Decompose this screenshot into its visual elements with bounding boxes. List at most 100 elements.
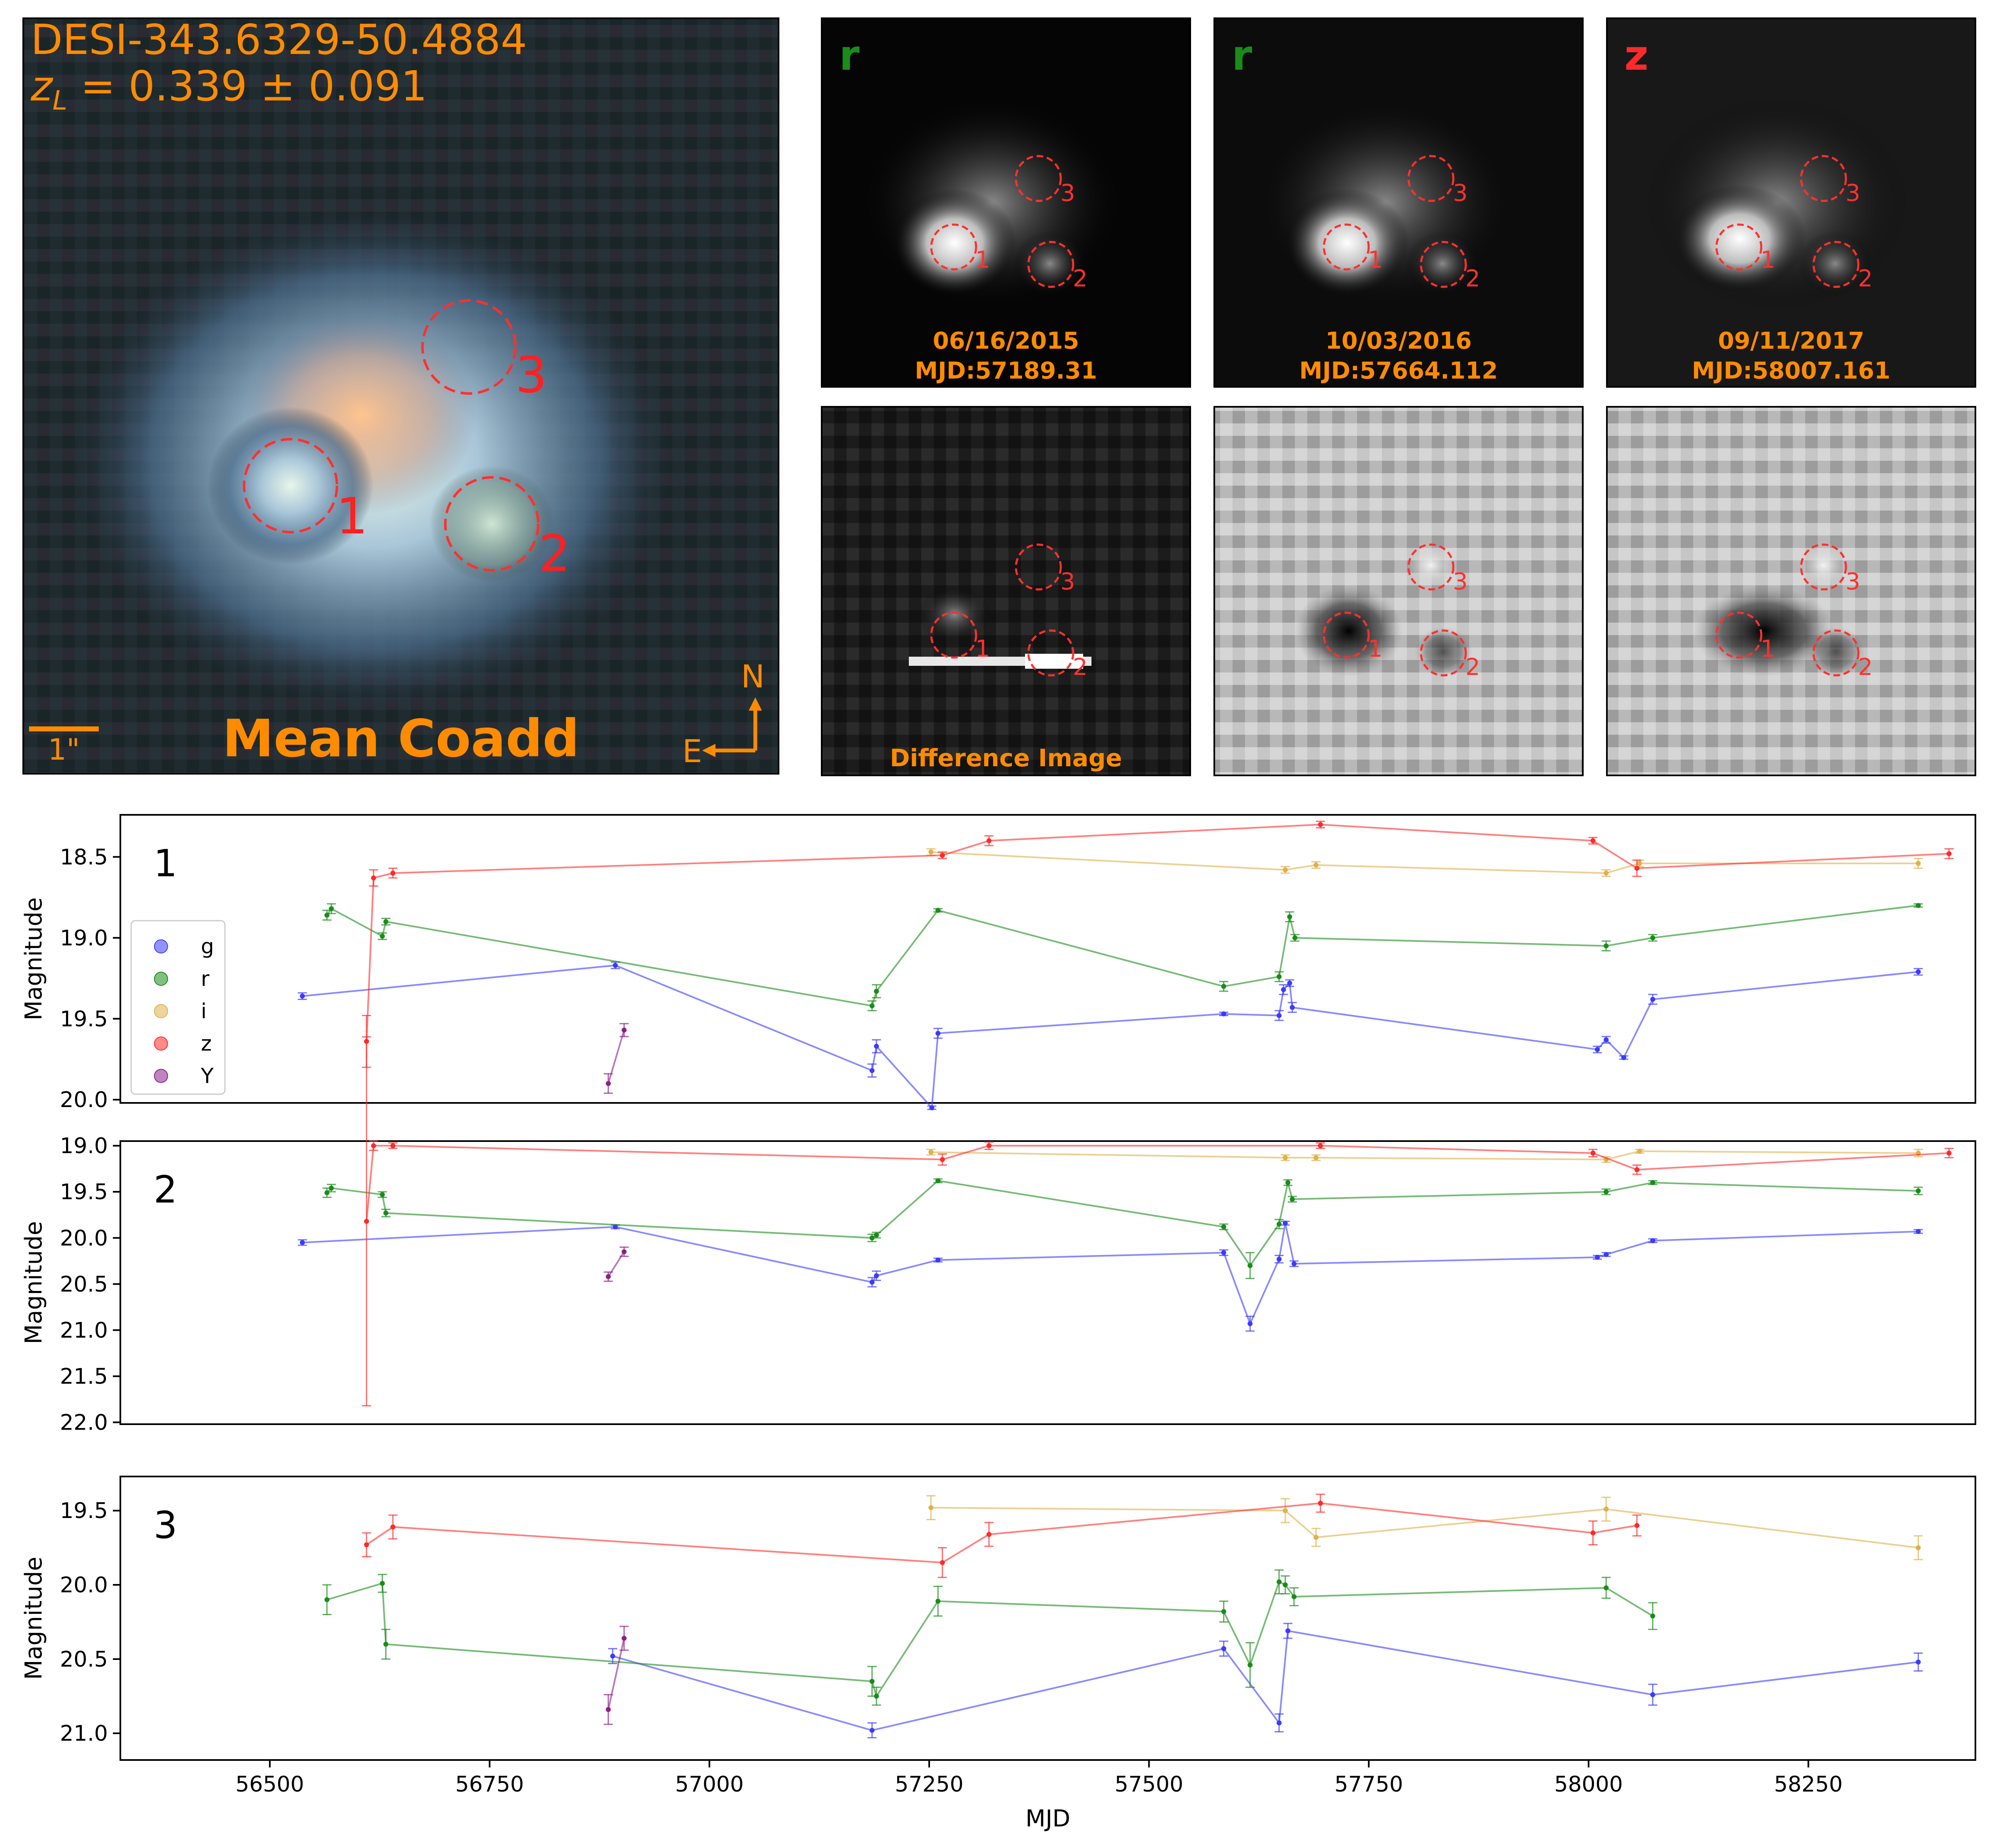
svg-text:2: 2 <box>1073 265 1088 292</box>
data-point-g <box>869 1068 875 1073</box>
data-point-i <box>1313 862 1319 868</box>
data-point-g <box>1650 1238 1655 1243</box>
svg-text:3: 3 <box>1060 180 1075 207</box>
image-2-label: 2 <box>539 525 570 583</box>
y-tick-label: 20.0 <box>60 1226 108 1251</box>
data-point-r <box>1277 1579 1282 1584</box>
x-tick-label: 57750 <box>1335 1772 1403 1797</box>
data-point-g <box>874 1273 879 1278</box>
data-point-z <box>1946 1150 1952 1156</box>
series-line-i <box>931 851 1919 874</box>
y-tick-label: 20.5 <box>60 1272 108 1297</box>
data-point-g <box>1285 1628 1291 1633</box>
series-line-Y <box>607 1030 625 1084</box>
data-point-Y <box>621 1249 627 1254</box>
data-point-r <box>1247 1263 1253 1268</box>
y-axis-label: Magnitude <box>20 1221 47 1344</box>
legend-marker-Y <box>154 1069 168 1083</box>
data-point-z <box>940 1157 945 1162</box>
data-point-Y <box>605 1081 611 1086</box>
data-point-r <box>1916 903 1921 908</box>
data-point-z <box>390 1143 395 1149</box>
y-axis-label: Magnitude <box>20 1557 47 1680</box>
series-g <box>608 1623 1923 1738</box>
series-z <box>362 1494 1642 1578</box>
data-point-g <box>1221 1250 1226 1255</box>
data-point-i <box>1604 1506 1609 1512</box>
epoch-1-difference: 1 2 3 Difference Image <box>821 406 1191 776</box>
data-point-i <box>928 1149 934 1155</box>
data-point-g <box>1287 980 1292 986</box>
data-point-r <box>329 906 334 912</box>
data-point-g <box>610 1653 615 1659</box>
svg-text:2: 2 <box>1858 265 1873 292</box>
data-point-z <box>364 1542 369 1547</box>
image-2-circle <box>444 476 540 572</box>
data-point-g <box>1277 1256 1282 1262</box>
coadd-title: DESI-343.6329-50.4884 <box>31 15 527 64</box>
coadd-redshift: zL = 0.339 ± 0.091 <box>30 62 427 116</box>
data-point-g <box>1221 1011 1226 1017</box>
data-point-g <box>613 963 618 968</box>
data-point-g <box>1291 1261 1297 1266</box>
data-point-z <box>1590 1530 1596 1535</box>
data-point-r <box>380 1581 385 1586</box>
data-point-i <box>1282 1155 1288 1160</box>
data-point-z <box>1318 822 1323 827</box>
series-Y <box>603 1246 629 1282</box>
data-point-r <box>383 1210 388 1216</box>
data-point-r <box>935 1599 941 1604</box>
svg-text:3: 3 <box>1453 568 1468 595</box>
series-z <box>362 821 1954 1068</box>
legend-marker-g <box>154 939 168 953</box>
svg-text:2: 2 <box>1073 654 1088 681</box>
coadd-panel: 1 2 3 DESI-343.6329-50.4884 zL = 0.339 ±… <box>22 15 779 775</box>
x-tick-label: 56500 <box>235 1772 304 1797</box>
data-point-r <box>1221 1224 1226 1230</box>
x-tick-label: 57500 <box>1115 1772 1183 1797</box>
data-point-r <box>1650 1180 1655 1185</box>
data-point-z <box>1590 838 1596 843</box>
data-point-g <box>1621 1055 1626 1060</box>
image-3-circle <box>421 299 517 395</box>
data-point-r <box>1282 1582 1288 1588</box>
data-point-r <box>869 1003 875 1009</box>
data-point-r <box>1285 1180 1291 1185</box>
data-point-g <box>1281 987 1286 992</box>
epoch-1-band: r <box>839 31 860 80</box>
data-point-r <box>1291 1594 1297 1599</box>
legend-label-Y: Y <box>200 1064 214 1088</box>
data-point-Y <box>605 1274 611 1279</box>
epoch-2-band: r <box>1232 31 1252 80</box>
source-image-2-glow <box>430 466 554 582</box>
data-point-z <box>940 853 945 858</box>
svg-text:3: 3 <box>1453 180 1468 207</box>
data-point-z <box>1590 1150 1596 1156</box>
data-point-z <box>940 1560 945 1565</box>
series-r <box>322 1569 1658 1706</box>
panel-label: 3 <box>154 1503 177 1547</box>
y-tick-label: 21.0 <box>60 1318 108 1343</box>
y-axis-label: Magnitude <box>20 897 47 1021</box>
plot-frame <box>120 1140 1976 1425</box>
epoch-1-date: 06/16/2015 <box>933 328 1079 354</box>
image-1-circle <box>243 438 338 533</box>
data-point-i <box>1313 1155 1319 1160</box>
data-point-i <box>1637 860 1642 866</box>
y-tick-label: 21.0 <box>60 1721 108 1746</box>
data-point-z <box>1946 851 1952 856</box>
series-g <box>298 1220 1923 1332</box>
svg-text:1: 1 <box>975 247 990 274</box>
source-image-1-glow <box>208 407 374 565</box>
data-point-r <box>1650 1613 1655 1619</box>
svg-text:1: 1 <box>1760 247 1775 274</box>
panel-label: 1 <box>154 842 177 885</box>
y-tick-label: 19.5 <box>60 1498 108 1523</box>
legend-label-i: i <box>201 999 207 1023</box>
svg-text:2: 2 <box>1858 654 1873 681</box>
data-point-i <box>1637 1149 1642 1154</box>
data-point-Y <box>621 1635 627 1641</box>
y-tick-label: 19.5 <box>60 1180 108 1205</box>
epoch-3-date: 09/11/2017 <box>1718 328 1865 354</box>
x-tick-label: 57000 <box>675 1772 744 1797</box>
